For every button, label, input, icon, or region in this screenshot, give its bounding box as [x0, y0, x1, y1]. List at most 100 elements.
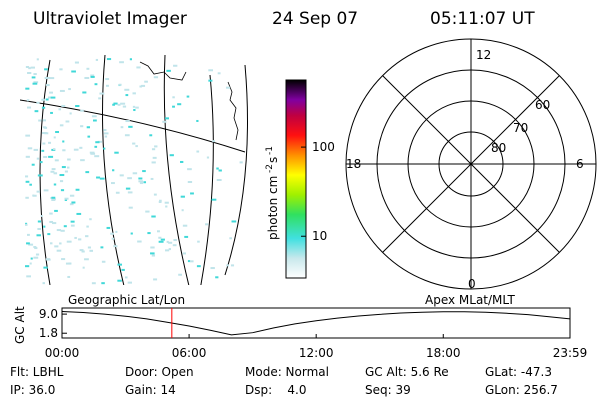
speckle — [28, 243, 34, 246]
speckle — [60, 229, 65, 232]
speckle — [61, 104, 66, 107]
speckle — [208, 69, 214, 72]
speckle — [153, 193, 157, 196]
speckle — [172, 96, 175, 99]
speckle — [25, 175, 29, 178]
speckle — [45, 98, 49, 101]
speckle — [182, 252, 186, 255]
speckle — [25, 222, 28, 225]
speckle — [74, 61, 79, 64]
speckle — [168, 248, 171, 251]
speckle — [210, 267, 215, 270]
speckle — [150, 246, 155, 249]
speckle — [216, 178, 222, 181]
speckle — [61, 258, 66, 261]
speckle — [187, 260, 191, 263]
speckle — [33, 73, 37, 76]
mlt-label: 18 — [346, 157, 361, 171]
date: 24 Sep 07 — [272, 9, 358, 29]
speckle — [231, 220, 237, 223]
speckle — [128, 125, 133, 128]
y-tick-label: 9.0 — [39, 307, 58, 321]
x-tick-label: 23:59 — [553, 346, 588, 360]
speckle — [86, 126, 91, 129]
status-text: IP: 36.0 — [10, 383, 55, 397]
speckle — [197, 240, 200, 243]
speckle — [67, 275, 71, 278]
speckle — [168, 241, 173, 244]
speckle — [65, 120, 70, 123]
speckle — [42, 142, 46, 145]
speckle — [196, 150, 200, 153]
speckle — [35, 253, 40, 256]
left-label: Geographic Lat/Lon — [68, 293, 185, 307]
speckle — [128, 206, 133, 209]
speckle — [34, 247, 38, 250]
speckle — [138, 180, 144, 183]
speckle — [74, 236, 77, 239]
speckle — [208, 79, 213, 82]
mlt-label: 0 — [468, 277, 476, 291]
speckle — [42, 119, 47, 122]
speckle — [153, 278, 158, 281]
speckle — [29, 262, 32, 265]
speckle — [26, 99, 30, 102]
speckle — [45, 84, 50, 87]
speckle — [96, 176, 101, 179]
speckle — [54, 245, 59, 248]
speckle — [104, 135, 108, 138]
speckle — [99, 92, 105, 95]
speckle — [162, 120, 167, 123]
speckle — [101, 260, 106, 263]
speckle — [43, 155, 48, 158]
speckle — [26, 275, 32, 278]
speckle — [139, 182, 144, 185]
speckle — [151, 161, 156, 164]
colorbar — [285, 79, 307, 279]
speckle — [53, 136, 56, 139]
speckle — [177, 103, 182, 106]
speckle — [40, 161, 43, 164]
speckle — [64, 198, 68, 201]
mlat-label: 80 — [491, 141, 506, 155]
speckle — [71, 201, 76, 204]
speckle — [42, 126, 47, 129]
speckle — [85, 171, 90, 174]
speckle — [122, 105, 127, 108]
longitude-line — [200, 74, 214, 285]
speckle — [41, 106, 46, 109]
speckle — [36, 157, 40, 160]
speckle — [25, 134, 31, 137]
speckle — [40, 214, 43, 217]
speckle — [136, 66, 141, 69]
speckle — [64, 170, 68, 173]
speckle — [130, 232, 133, 235]
speckle — [144, 80, 148, 83]
speckle — [230, 264, 235, 267]
speckle — [99, 177, 105, 180]
speckle — [119, 174, 124, 177]
speckle — [36, 234, 41, 237]
speckle — [59, 124, 64, 127]
speckle — [53, 183, 57, 186]
speckle — [59, 89, 65, 92]
speckle — [149, 134, 153, 137]
speckle — [27, 233, 30, 236]
speckle — [33, 81, 39, 84]
speckle — [135, 106, 139, 109]
polar-axis — [382, 75, 560, 253]
speckle — [69, 203, 74, 206]
speckle — [75, 105, 80, 108]
speckle — [48, 141, 52, 144]
speckle — [78, 238, 82, 241]
speckle — [52, 198, 56, 201]
longitude-line — [163, 55, 190, 285]
speckle — [84, 258, 89, 261]
speckle — [25, 65, 30, 68]
speckle — [38, 119, 42, 122]
speckle — [68, 88, 71, 91]
speckle — [186, 95, 190, 98]
speckle — [132, 105, 136, 108]
speckle — [87, 135, 91, 138]
speckle — [90, 74, 95, 77]
